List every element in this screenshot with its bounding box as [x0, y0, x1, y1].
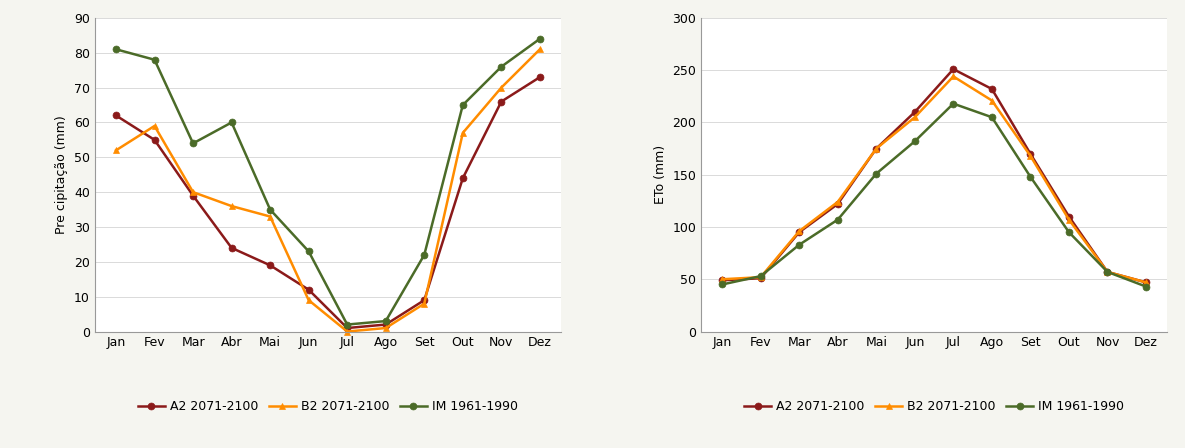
Y-axis label: ETo (mm): ETo (mm): [654, 145, 667, 204]
Legend: A2 2071-2100, B2 2071-2100, IM 1961-1990: A2 2071-2100, B2 2071-2100, IM 1961-1990: [744, 401, 1125, 414]
Legend: A2 2071-2100, B2 2071-2100, IM 1961-1990: A2 2071-2100, B2 2071-2100, IM 1961-1990: [137, 401, 518, 414]
Y-axis label: Pre cipitação (mm): Pre cipitação (mm): [56, 115, 69, 234]
